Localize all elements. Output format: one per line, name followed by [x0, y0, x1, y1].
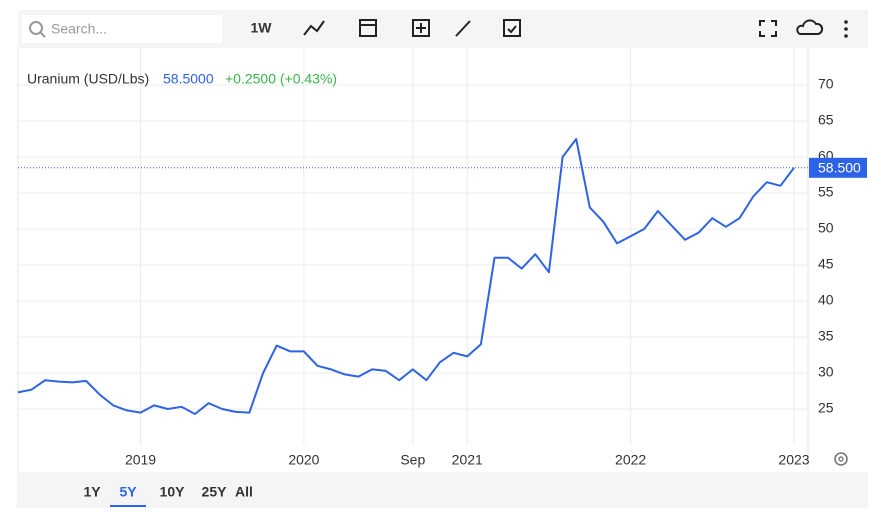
x-tick-label: 2019	[125, 452, 156, 468]
y-tick-label: 50	[818, 220, 834, 236]
series-line	[17, 138, 795, 415]
x-tick-label: 2023	[778, 452, 809, 468]
x-tick-label: 2022	[615, 452, 646, 468]
add-icon[interactable]	[412, 19, 430, 37]
search-placeholder: Search...	[51, 21, 107, 37]
search-icon	[29, 21, 43, 35]
event-icon[interactable]	[503, 19, 521, 37]
draw-icon[interactable]	[455, 20, 471, 37]
change: +0.2500 (+0.43%)	[225, 71, 337, 87]
range-button[interactable]: 5Y	[119, 484, 137, 500]
chart-type-icon[interactable]	[303, 20, 325, 36]
y-tick-label: 55	[818, 184, 834, 200]
x-tick-label: Sep	[400, 452, 425, 468]
range-button[interactable]: 1Y	[83, 484, 101, 500]
grid	[18, 48, 808, 445]
y-tick-label: 35	[818, 328, 834, 344]
menu-icon[interactable]	[844, 20, 848, 38]
y-tick-label: 25	[818, 400, 834, 416]
range-bar	[18, 472, 868, 508]
series-title: Uranium (USD/Lbs)	[27, 71, 149, 87]
fullscreen-icon[interactable]	[759, 20, 777, 37]
x-tick-label: 2020	[288, 452, 319, 468]
y-tick-label: 65	[818, 112, 834, 128]
search-icon	[39, 31, 46, 38]
y-tick-label: 45	[818, 256, 834, 272]
settings-icon[interactable]	[834, 452, 848, 466]
range-button[interactable]: All	[235, 484, 253, 500]
calendar-icon[interactable]	[359, 19, 377, 37]
y-tick-label: 40	[818, 292, 834, 308]
current-value: 58.5000	[163, 71, 214, 87]
range-button[interactable]: 25Y	[202, 484, 228, 500]
plot	[17, 138, 808, 415]
price-tag	[809, 157, 867, 178]
download-icon[interactable]	[796, 19, 824, 35]
price-tag-label: 58.500	[818, 160, 861, 176]
interval-button[interactable]: 1W	[251, 20, 273, 36]
y-tick-label: 70	[818, 76, 834, 92]
search-box[interactable]	[22, 15, 222, 43]
y-tick-label: 30	[818, 364, 834, 380]
range-button[interactable]: 10Y	[160, 484, 186, 500]
x-tick-label: 2021	[452, 452, 483, 468]
